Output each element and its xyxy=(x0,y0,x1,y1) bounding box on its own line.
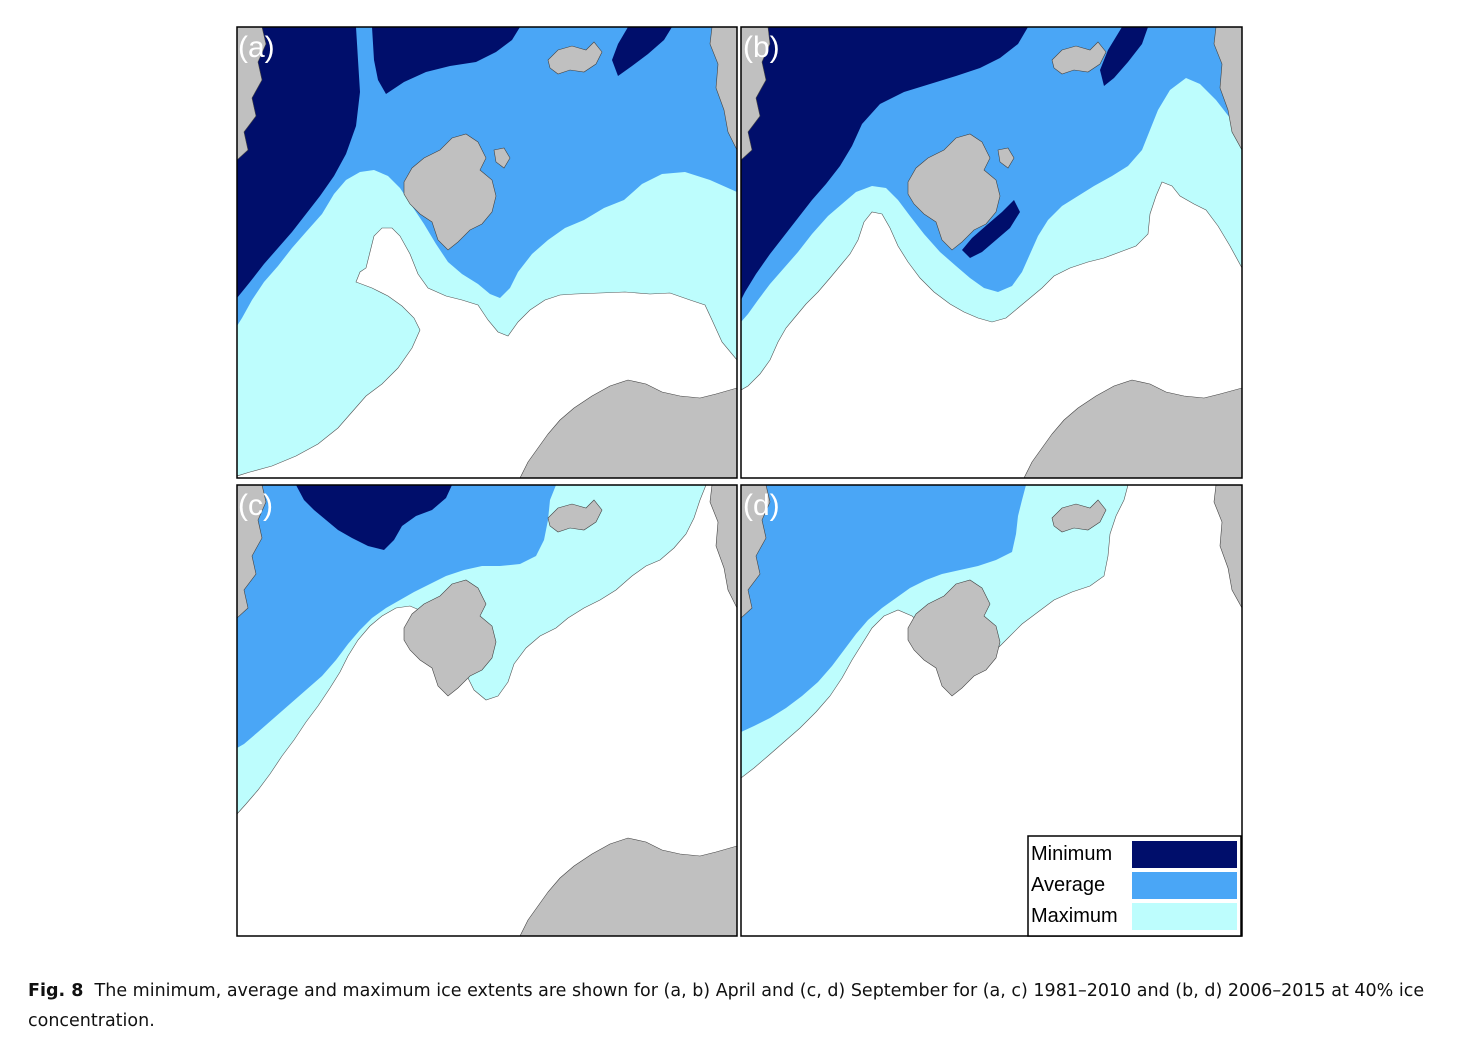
legend-swatch-minimum xyxy=(1132,841,1237,868)
map-panel-c xyxy=(237,485,737,936)
map-panel-a xyxy=(237,27,737,478)
average-extent-d xyxy=(741,485,1026,732)
minimum-extent-a-ne xyxy=(612,27,672,76)
legend-label-average: Average xyxy=(1031,874,1105,896)
minimum-extent-c xyxy=(296,485,452,550)
land-d xyxy=(741,485,1242,697)
land-b xyxy=(741,27,1242,478)
average-extent-c xyxy=(237,485,556,748)
minimum-extent-b-ne xyxy=(1100,27,1148,86)
minimum-extent-b xyxy=(741,27,1028,300)
panel-label-b: (b) xyxy=(743,31,780,64)
figure-caption: Fig. 8 The minimum, average and maximum … xyxy=(28,976,1458,1036)
panel-label-c: (c) xyxy=(238,489,273,522)
land-a xyxy=(237,27,737,478)
panel-border-c xyxy=(236,484,738,937)
legend: Minimum Average Maximum xyxy=(1027,835,1242,937)
legend-swatch-maximum xyxy=(1132,903,1237,930)
panel-border-a xyxy=(236,26,738,479)
panel-border-b xyxy=(740,26,1243,479)
map-panel-b xyxy=(741,27,1242,478)
legend-label-maximum: Maximum xyxy=(1031,905,1118,927)
panel-label-d: (d) xyxy=(743,489,780,522)
caption-text: The minimum, average and maximum ice ext… xyxy=(28,981,1425,1031)
minimum-extent-a xyxy=(237,27,360,298)
figure-number: Fig. 8 xyxy=(28,981,84,1001)
minimum-extent-a-north xyxy=(372,27,520,94)
legend-label-minimum: Minimum xyxy=(1031,843,1112,865)
panel-label-a: (a) xyxy=(238,31,275,64)
minimum-extent-b-channel xyxy=(962,200,1020,258)
figure: (a) (b) (c) (d) Minimum Average Maximum xyxy=(236,26,1243,937)
panel-border-d xyxy=(740,484,1243,937)
legend-swatch-average xyxy=(1132,872,1237,899)
land-c xyxy=(237,485,737,936)
